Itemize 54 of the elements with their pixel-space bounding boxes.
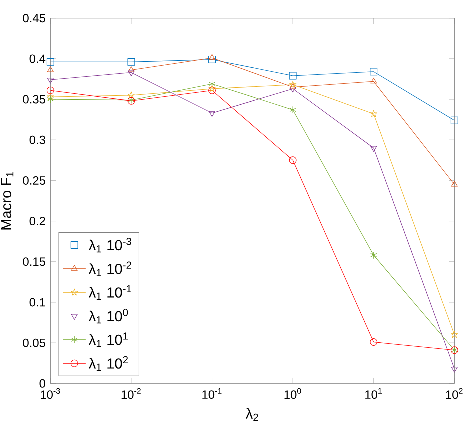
point bbox=[46, 86, 54, 94]
x-tick-label: 10$^{-2}$ bbox=[122, 388, 141, 400]
point bbox=[290, 86, 296, 93]
point bbox=[370, 338, 378, 346]
legend-label: λ$_{1}$ 10$^{-1}$ bbox=[88, 285, 132, 300]
y-tick-label: 0.1 bbox=[30, 298, 46, 307]
point bbox=[450, 116, 458, 124]
x-tick-label: 10$^{2}$ bbox=[446, 388, 463, 400]
y-tick-label: 0.05 bbox=[23, 338, 46, 348]
point bbox=[370, 252, 378, 260]
x-tick-label: 10$^{0}$ bbox=[284, 388, 302, 400]
point bbox=[290, 84, 296, 90]
point bbox=[128, 70, 135, 76]
point bbox=[289, 156, 297, 164]
point bbox=[47, 66, 54, 72]
y-tick-label: 0.4 bbox=[30, 54, 46, 64]
point bbox=[370, 146, 378, 152]
point bbox=[209, 111, 216, 118]
point bbox=[451, 331, 458, 338]
x-axis-title: λ$_{2}$ bbox=[246, 408, 258, 422]
y-tick-label: 0.3 bbox=[30, 136, 46, 144]
x-tick-label: 10$^{-3}$ bbox=[41, 388, 60, 400]
x-tick-label: 10$^{-1}$ bbox=[202, 388, 222, 400]
y-tick-label: 0.35 bbox=[23, 95, 46, 104]
point bbox=[208, 56, 216, 64]
point bbox=[128, 66, 135, 72]
point bbox=[47, 93, 54, 100]
y-axis-title: Macro F$_{1}$ bbox=[1, 172, 14, 230]
point bbox=[47, 96, 54, 104]
point bbox=[209, 80, 216, 88]
legend-label: λ$_{1}$ 10$^{1}$ bbox=[88, 332, 128, 348]
point bbox=[128, 92, 136, 99]
y-tick-label: 0.25 bbox=[23, 176, 46, 185]
x-tick-label: 10$^{1}$ bbox=[366, 388, 382, 400]
y-tick-label: 0.45 bbox=[23, 14, 46, 23]
point bbox=[209, 54, 216, 60]
point bbox=[451, 367, 458, 373]
legend-label: λ$_{1}$ 10$^{-3}$ bbox=[88, 238, 132, 253]
point bbox=[47, 78, 54, 84]
y-tick-label: 0 bbox=[40, 379, 46, 388]
point bbox=[290, 81, 297, 88]
point bbox=[289, 72, 297, 80]
y-tick-label: 0.15 bbox=[23, 258, 46, 266]
point bbox=[46, 58, 54, 66]
legend-label: λ$_{1}$ 10$^{-2}$ bbox=[88, 262, 132, 276]
y-tick-label: 0.2 bbox=[30, 217, 46, 226]
legend-label: λ$_{1}$ 10$^{0}$ bbox=[88, 309, 128, 324]
point bbox=[290, 106, 296, 114]
point bbox=[451, 181, 458, 187]
point bbox=[370, 78, 378, 84]
point bbox=[128, 58, 136, 66]
point bbox=[370, 68, 378, 76]
point bbox=[370, 110, 378, 118]
legend-label: λ$_{1}$ 10$^{2}$ bbox=[88, 356, 128, 371]
